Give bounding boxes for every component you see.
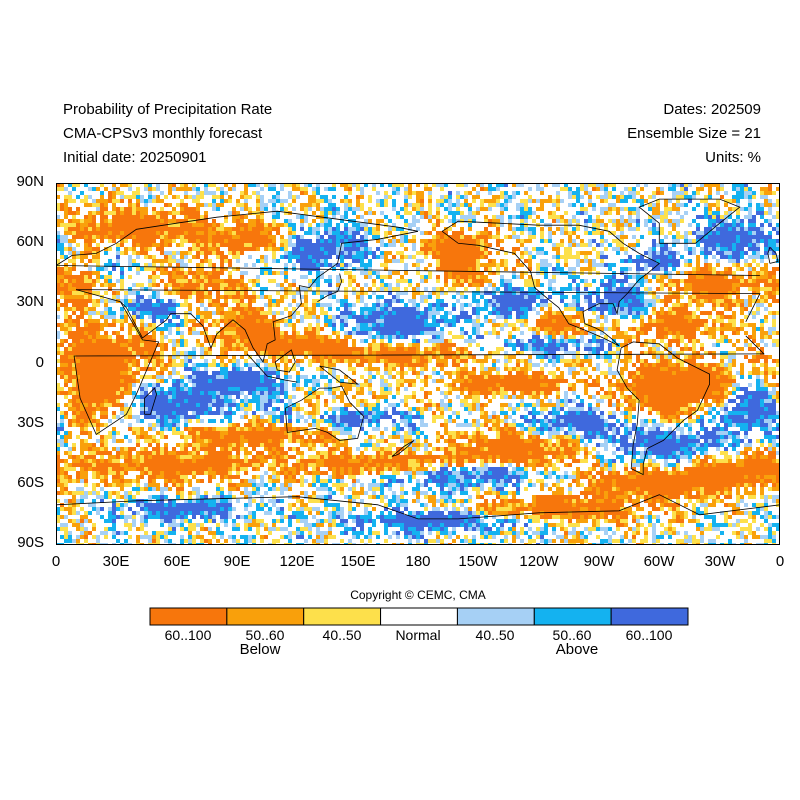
lon-label: 150E	[340, 553, 376, 570]
color-legend	[149, 607, 689, 626]
legend-swatch	[149, 607, 228, 626]
map-frame	[56, 183, 780, 545]
legend-label: 40..50	[475, 627, 515, 643]
forecast-dates: Dates: 202509	[663, 101, 761, 118]
map-title: Probability of Precipitation Rate	[63, 101, 273, 118]
lon-label: 120W	[519, 553, 559, 570]
lon-label: 120E	[279, 553, 315, 570]
legend-label: 60..100	[625, 627, 673, 643]
legend-swatch	[226, 607, 305, 626]
lon-label: 0	[51, 553, 61, 570]
legend-group-below: Below	[239, 641, 281, 658]
lon-label: 30E	[102, 553, 130, 570]
legend-label: Normal	[395, 627, 441, 643]
lon-label: 60E	[163, 553, 191, 570]
initial-date: Initial date: 20250901	[63, 149, 207, 166]
lat-label: 60N	[16, 233, 44, 250]
lon-label: 0	[775, 553, 785, 570]
lat-label: 90S	[17, 534, 44, 551]
legend-swatch	[610, 607, 689, 626]
model-name: CMA-CPSv3 monthly forecast	[63, 125, 263, 142]
probability-map[interactable]	[56, 183, 780, 545]
lat-label: 0	[35, 354, 44, 371]
lon-label: 30W	[704, 553, 736, 570]
lon-label: 60W	[643, 553, 675, 570]
lat-label: 30S	[17, 414, 44, 431]
lon-label: 90W	[583, 553, 615, 570]
legend-label: 50..60	[245, 627, 285, 643]
units: Units: %	[705, 149, 761, 166]
map-canvas	[56, 183, 780, 545]
legend-label: 40..50	[322, 627, 362, 643]
legend-swatch	[533, 607, 612, 626]
legend-group-above: Above	[555, 641, 599, 658]
copyright-notice: Copyright © CEMC, CMA	[350, 588, 486, 602]
ensemble-size: Ensemble Size = 21	[627, 125, 761, 142]
legend-label: 50..60	[552, 627, 592, 643]
lon-label: 180	[405, 553, 431, 570]
lat-label: 30N	[16, 293, 44, 310]
coastlines	[56, 198, 780, 520]
lon-label: 150W	[458, 553, 498, 570]
lat-label: 60S	[17, 474, 44, 491]
legend-label: 60..100	[164, 627, 212, 643]
legend-swatch	[456, 607, 535, 626]
header-right: Dates: 202509 Ensemble Size = 21 Units: …	[627, 98, 761, 170]
legend-swatch	[380, 607, 458, 626]
header-left: Probability of Precipitation Rate CMA-CP…	[63, 98, 272, 170]
legend-swatch	[303, 607, 382, 626]
lat-label: 90N	[16, 173, 44, 190]
lon-label: 90E	[223, 553, 251, 570]
